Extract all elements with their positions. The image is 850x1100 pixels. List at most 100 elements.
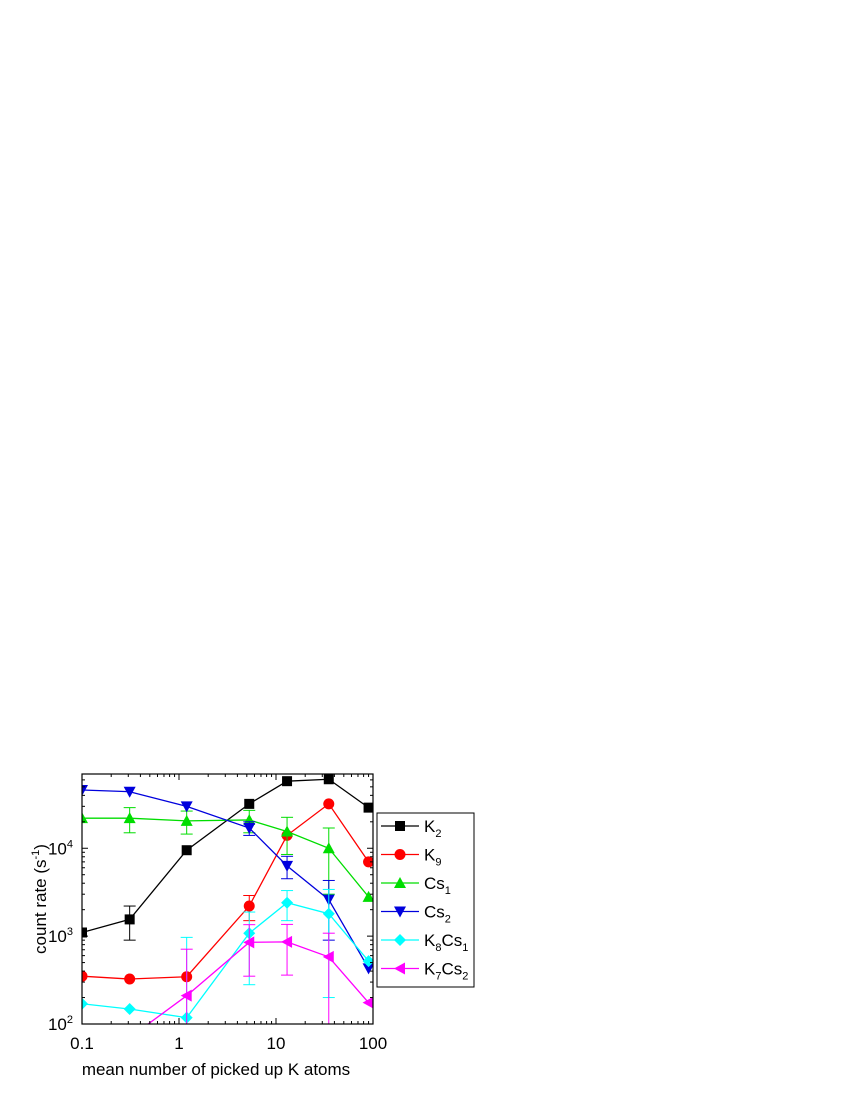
data-point [322,842,335,854]
legend-label-sub: 7 [435,971,441,983]
y-axis-title-main: count rate (s [31,859,50,954]
series-0 [82,774,373,941]
legend-label-text: Cs [441,960,462,979]
data-point [363,856,373,868]
legend-label: Cs2 [424,903,451,926]
series-2 [82,807,373,902]
data-point [362,890,373,902]
y-tick-base: 10 [48,1015,67,1034]
legend-label-sub: 8 [435,942,441,954]
data-point [243,900,255,912]
y-tick-exp: 4 [67,838,73,850]
data-point [243,936,255,949]
data-point [281,825,294,837]
data-point [362,963,373,975]
legend-label: K8Cs1 [424,931,468,954]
series-layer [82,774,373,1044]
legend-label: K7Cs2 [424,960,468,983]
y-tick-exp: 2 [67,1014,73,1026]
data-point [123,812,136,824]
data-point [363,802,373,813]
legend-marker [394,906,406,918]
legend-marker [394,877,406,888]
y-tick-base: 10 [48,927,67,946]
legend-box [376,812,475,988]
data-point [362,955,373,968]
legend-label-text: Cs [424,903,445,922]
series-line [82,789,370,969]
data-point [322,950,334,963]
legend-item-5: K7Cs2 [381,960,468,983]
data-point [180,801,193,813]
data-point [323,774,334,785]
legend-label-text: K [424,846,436,865]
y-axis-title: count rate (s-1) [30,844,50,954]
series-line [82,802,370,980]
y-tick-label: 102 [48,1014,73,1034]
y-axis-title-sup: -1 [30,850,42,860]
data-point [82,997,88,1010]
legend-marker [394,934,406,946]
data-point [123,786,136,798]
legend-label-text: K [424,817,436,836]
legend-label-text: K [424,931,436,950]
y-axis-title-end: ) [31,844,50,850]
data-point [82,785,88,797]
data-point [124,1032,135,1044]
legend-marker [394,962,405,975]
legend-item-1: K9 [381,846,441,869]
legend-label-sub: 2 [462,971,468,983]
legend-label: Cs1 [424,874,451,897]
data-point [82,927,87,938]
data-point [243,823,256,835]
data-point [124,973,136,985]
data-point [82,812,88,824]
legend-item-4: K8Cs1 [381,931,468,954]
x-tick-label: 1 [174,1034,183,1053]
data-point [281,935,293,948]
series-line [147,941,370,1024]
series-line [82,817,370,898]
data-point [282,776,293,787]
legend-label-sub: 1 [445,885,451,897]
series-4 [82,888,373,1024]
data-point [124,914,135,925]
x-tick-label: 0.1 [70,1034,94,1053]
data-point [244,798,255,809]
legend-label-text: K [424,960,436,979]
legend-label-sub: 9 [435,857,441,869]
legend-label-sub: 1 [462,942,468,954]
legend-label: K9 [424,846,441,869]
data-point [180,814,193,826]
y-tick-base: 10 [48,839,67,858]
data-point [123,1003,136,1016]
data-point [180,989,192,1002]
legend-label-sub: 2 [435,828,441,840]
x-axis-title: mean number of picked up K atoms [82,1060,350,1079]
legend-label-text: Cs [441,931,462,950]
plot-frame [81,773,374,1025]
legend-marker [395,821,405,831]
legend-label-text: Cs [424,874,445,893]
data-point [281,860,294,872]
legend-item-3: Cs2 [381,903,451,926]
legend-item-0: K2 [381,817,441,840]
legend-marker [394,849,406,860]
legend-label-sub: 2 [445,914,451,926]
data-point [322,907,335,920]
legend-label: K2 [424,817,441,840]
legend-item-2: Cs1 [381,874,451,897]
data-point [362,996,373,1009]
data-point [323,798,335,810]
y-tick-label: 103 [48,926,73,946]
x-tick-label: 100 [359,1034,387,1053]
series-5 [124,923,373,1044]
data-point [281,896,294,909]
series-3 [82,785,373,975]
y-tick-exp: 3 [67,926,73,938]
data-point [82,970,88,982]
y-tick-label: 104 [48,838,73,858]
